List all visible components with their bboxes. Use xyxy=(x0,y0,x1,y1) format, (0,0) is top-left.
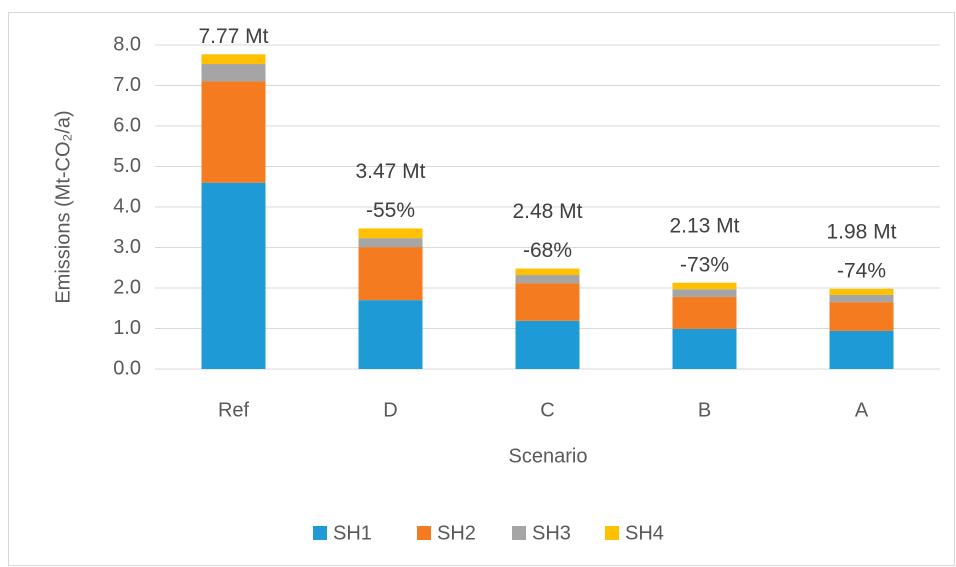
chart-frame xyxy=(8,12,955,566)
legend-swatch xyxy=(313,526,327,540)
total-label: -74% xyxy=(837,259,886,282)
x-tick-label: Ref xyxy=(218,399,250,421)
bar-segment xyxy=(201,81,266,183)
legend-label: SH4 xyxy=(625,522,664,544)
total-label: 7.77 Mt xyxy=(198,25,268,48)
x-tick-label: A xyxy=(855,399,869,421)
bar-segment xyxy=(201,54,266,65)
bar-segment xyxy=(358,247,423,301)
total-label: 2.48 Mt xyxy=(512,200,582,223)
total-label: -68% xyxy=(523,239,572,262)
y-axis-title: Emissions (Mt-CO₂/a) xyxy=(52,110,74,303)
bar-segment xyxy=(358,228,423,239)
bar-segment xyxy=(829,294,894,303)
y-tick-label: 3.0 xyxy=(113,236,141,258)
y-tick-label: 6.0 xyxy=(113,114,141,136)
legend-label: SH2 xyxy=(437,522,476,544)
bar-segment xyxy=(515,320,580,369)
legend-swatch xyxy=(605,526,619,540)
bar-segment xyxy=(672,282,737,290)
x-tick-label: C xyxy=(540,399,554,421)
bar-segment xyxy=(515,275,580,284)
bar-segment xyxy=(201,182,266,369)
bar-segment xyxy=(672,289,737,297)
bar-segment xyxy=(515,283,580,321)
y-tick-label: 2.0 xyxy=(113,276,141,298)
bar-segment xyxy=(358,238,423,248)
y-tick-label: 0.0 xyxy=(113,357,141,379)
bar-segment xyxy=(672,328,737,369)
legend-swatch xyxy=(512,526,526,540)
legend-swatch xyxy=(417,526,431,540)
y-tick-label: 7.0 xyxy=(113,74,141,96)
legend-label: SH3 xyxy=(532,522,571,544)
y-tick-label: 8.0 xyxy=(113,33,141,55)
x-axis-title: Scenario xyxy=(509,445,588,467)
total-label: 1.98 Mt xyxy=(826,220,896,243)
bar-segment xyxy=(515,268,580,276)
bar-segment xyxy=(829,302,894,331)
total-label: 2.13 Mt xyxy=(669,214,739,237)
bar-segment xyxy=(829,288,894,295)
bar-segment xyxy=(358,300,423,369)
total-label: -73% xyxy=(680,253,729,276)
bar-segment xyxy=(672,296,737,329)
y-tick-label: 5.0 xyxy=(113,155,141,177)
total-label: -55% xyxy=(366,199,415,222)
legend-label: SH1 xyxy=(333,522,372,544)
x-tick-label: B xyxy=(698,399,711,421)
y-tick-label: 1.0 xyxy=(113,317,141,339)
total-label: 3.47 Mt xyxy=(355,160,425,183)
x-tick-label: D xyxy=(383,399,397,421)
bar-segment xyxy=(829,330,894,369)
bar-segment xyxy=(201,64,266,82)
y-tick-label: 4.0 xyxy=(113,195,141,217)
